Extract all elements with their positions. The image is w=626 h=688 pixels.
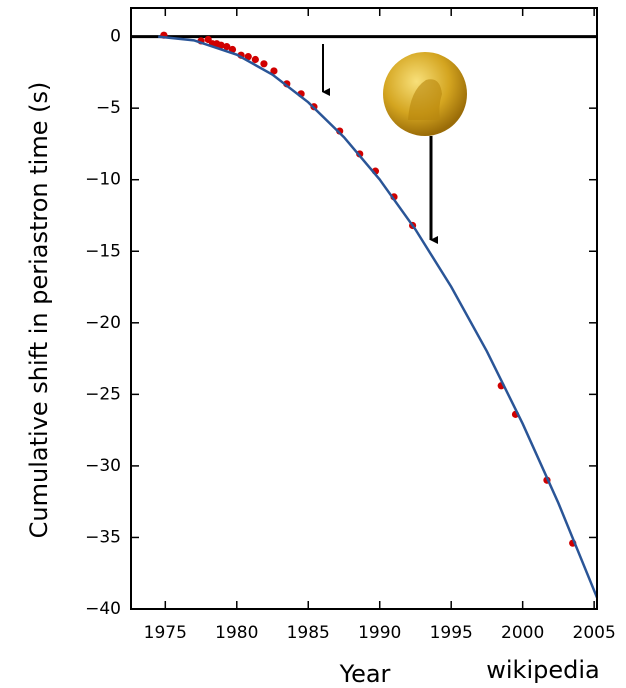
x-tick-label: 1995 xyxy=(430,623,473,643)
data-point xyxy=(270,67,278,75)
fit-curve xyxy=(158,35,599,599)
y-tick-label: 0 xyxy=(110,27,121,47)
plot-frame xyxy=(130,7,598,610)
y-tick-label: −40 xyxy=(85,599,121,619)
y-tick-label: −5 xyxy=(96,98,121,118)
x-tick-label: 1990 xyxy=(358,623,401,643)
y-tick-label: −10 xyxy=(85,170,121,190)
x-tick-label: 1985 xyxy=(287,623,330,643)
y-tick-label: −35 xyxy=(85,527,121,547)
data-point xyxy=(217,41,225,49)
x-tick-label: 2005 xyxy=(573,623,616,643)
x-axis-label: Year xyxy=(339,660,391,688)
x-tick-label: 2000 xyxy=(501,623,544,643)
data-point xyxy=(260,60,268,68)
y-tick-label: −30 xyxy=(85,456,121,476)
x-tick-label: 1980 xyxy=(215,623,258,643)
data-point xyxy=(223,43,231,51)
y-axis-label: Cumulative shift in periastron time (s) xyxy=(25,82,53,539)
y-tick-label: −20 xyxy=(85,313,121,333)
y-tick-label: −15 xyxy=(85,241,121,261)
data-point xyxy=(228,45,237,54)
medal-relief xyxy=(408,79,442,120)
data-point xyxy=(244,53,252,61)
data-point xyxy=(251,55,259,64)
watermark: wikipedia xyxy=(486,656,599,684)
x-tick-label: 1975 xyxy=(144,623,187,643)
y-tick-label: −25 xyxy=(85,384,121,404)
